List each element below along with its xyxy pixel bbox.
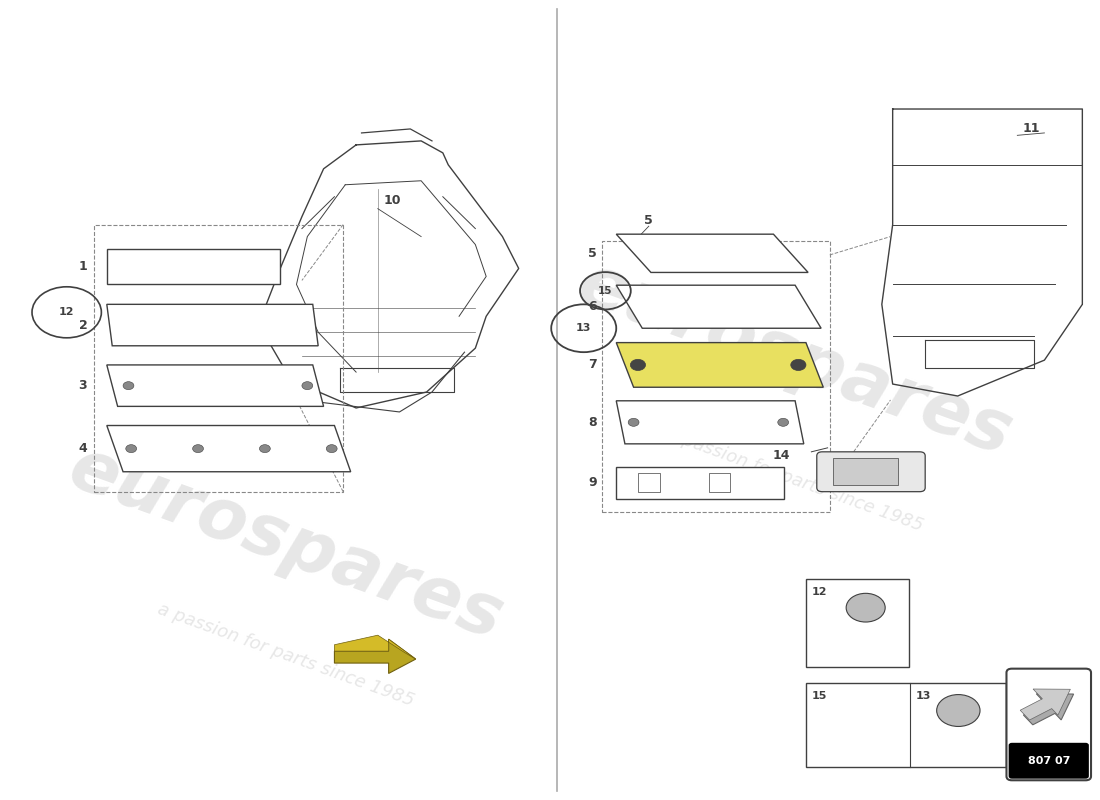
Polygon shape bbox=[616, 401, 804, 444]
Polygon shape bbox=[1023, 694, 1074, 725]
Text: 12: 12 bbox=[59, 307, 75, 318]
Circle shape bbox=[628, 418, 639, 426]
Circle shape bbox=[301, 382, 312, 390]
FancyBboxPatch shape bbox=[817, 452, 925, 492]
Circle shape bbox=[630, 359, 646, 370]
Text: eurospares: eurospares bbox=[59, 433, 513, 654]
Polygon shape bbox=[334, 635, 416, 659]
Text: 7: 7 bbox=[588, 358, 596, 371]
Bar bbox=[94, 225, 343, 492]
Bar bbox=[1012, 745, 1086, 764]
Text: 9: 9 bbox=[588, 477, 596, 490]
Text: 4: 4 bbox=[78, 442, 87, 455]
Polygon shape bbox=[616, 286, 821, 328]
Text: 13: 13 bbox=[915, 691, 931, 701]
Text: 5: 5 bbox=[645, 214, 653, 227]
Bar bbox=[806, 579, 909, 667]
Circle shape bbox=[791, 359, 806, 370]
Text: 15: 15 bbox=[812, 691, 827, 701]
Circle shape bbox=[327, 445, 337, 453]
FancyBboxPatch shape bbox=[1009, 743, 1089, 778]
Circle shape bbox=[846, 594, 886, 622]
Circle shape bbox=[123, 382, 134, 390]
Text: 8: 8 bbox=[588, 416, 596, 429]
Polygon shape bbox=[107, 249, 280, 285]
Text: 6: 6 bbox=[588, 300, 596, 314]
Polygon shape bbox=[616, 234, 808, 273]
Polygon shape bbox=[107, 365, 323, 406]
Circle shape bbox=[937, 694, 980, 726]
Text: 12: 12 bbox=[812, 587, 827, 598]
Circle shape bbox=[125, 445, 136, 453]
Bar bbox=[806, 683, 1006, 766]
Polygon shape bbox=[616, 467, 784, 499]
Polygon shape bbox=[107, 304, 318, 346]
Text: 13: 13 bbox=[576, 323, 592, 334]
Bar bbox=[833, 458, 898, 486]
Text: eurospares: eurospares bbox=[569, 250, 1022, 470]
Text: a passion for parts since 1985: a passion for parts since 1985 bbox=[155, 600, 417, 710]
Text: a passion for parts since 1985: a passion for parts since 1985 bbox=[664, 425, 926, 534]
Polygon shape bbox=[107, 426, 351, 472]
FancyBboxPatch shape bbox=[1006, 669, 1091, 780]
Circle shape bbox=[192, 445, 204, 453]
Text: 2: 2 bbox=[78, 318, 87, 331]
Polygon shape bbox=[1020, 689, 1070, 720]
Bar bbox=[708, 474, 730, 493]
Text: 807 07: 807 07 bbox=[1027, 756, 1070, 766]
Text: 11: 11 bbox=[1023, 122, 1041, 135]
Bar bbox=[638, 474, 660, 493]
Text: 1: 1 bbox=[78, 260, 87, 273]
Text: 5: 5 bbox=[588, 247, 596, 260]
Text: 14: 14 bbox=[772, 450, 790, 462]
Bar bbox=[602, 241, 829, 512]
Text: 15: 15 bbox=[598, 286, 613, 296]
Polygon shape bbox=[616, 342, 823, 387]
Polygon shape bbox=[334, 639, 416, 674]
Circle shape bbox=[260, 445, 271, 453]
Text: 10: 10 bbox=[383, 194, 400, 207]
Circle shape bbox=[778, 418, 789, 426]
Text: 3: 3 bbox=[79, 379, 87, 392]
